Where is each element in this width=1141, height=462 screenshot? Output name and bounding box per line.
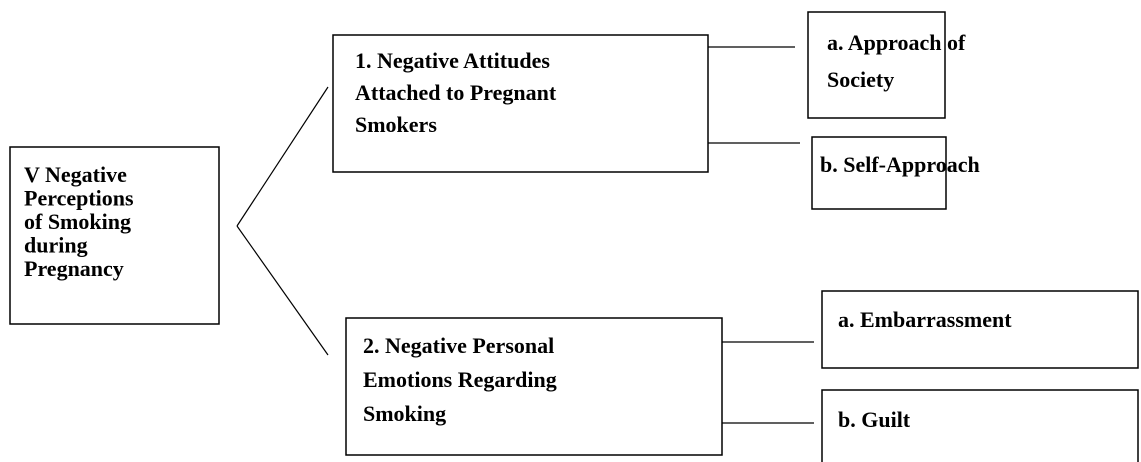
node-label: 2. Negative Personal [363,333,554,358]
node-box [821,290,1139,369]
node-box [332,34,709,173]
node-label: b. Self-Approach [820,152,980,177]
node-label: a. Approach of [827,30,966,55]
node-label: Society [827,67,894,92]
node-box [807,11,946,119]
node-box [811,136,947,210]
node-label: Emotions Regarding [363,367,557,392]
connector [236,225,329,356]
node-box [9,146,220,325]
node-label: Smoking [363,401,446,426]
node-label: V Negative [24,162,127,187]
node-label: 1. Negative Attitudes [355,48,550,73]
node-label: Pregnancy [24,256,124,281]
node-label: Smokers [355,112,437,137]
connector [236,86,329,227]
node-box [821,389,1139,462]
node-box [345,317,723,456]
node-label: b. Guilt [838,407,911,432]
node-label: of Smoking [24,209,131,234]
node-label: during [24,233,88,258]
node-label: a. Embarrassment [838,307,1012,332]
node-label: Attached to Pregnant [355,80,557,105]
node-label: Perceptions [24,186,134,211]
